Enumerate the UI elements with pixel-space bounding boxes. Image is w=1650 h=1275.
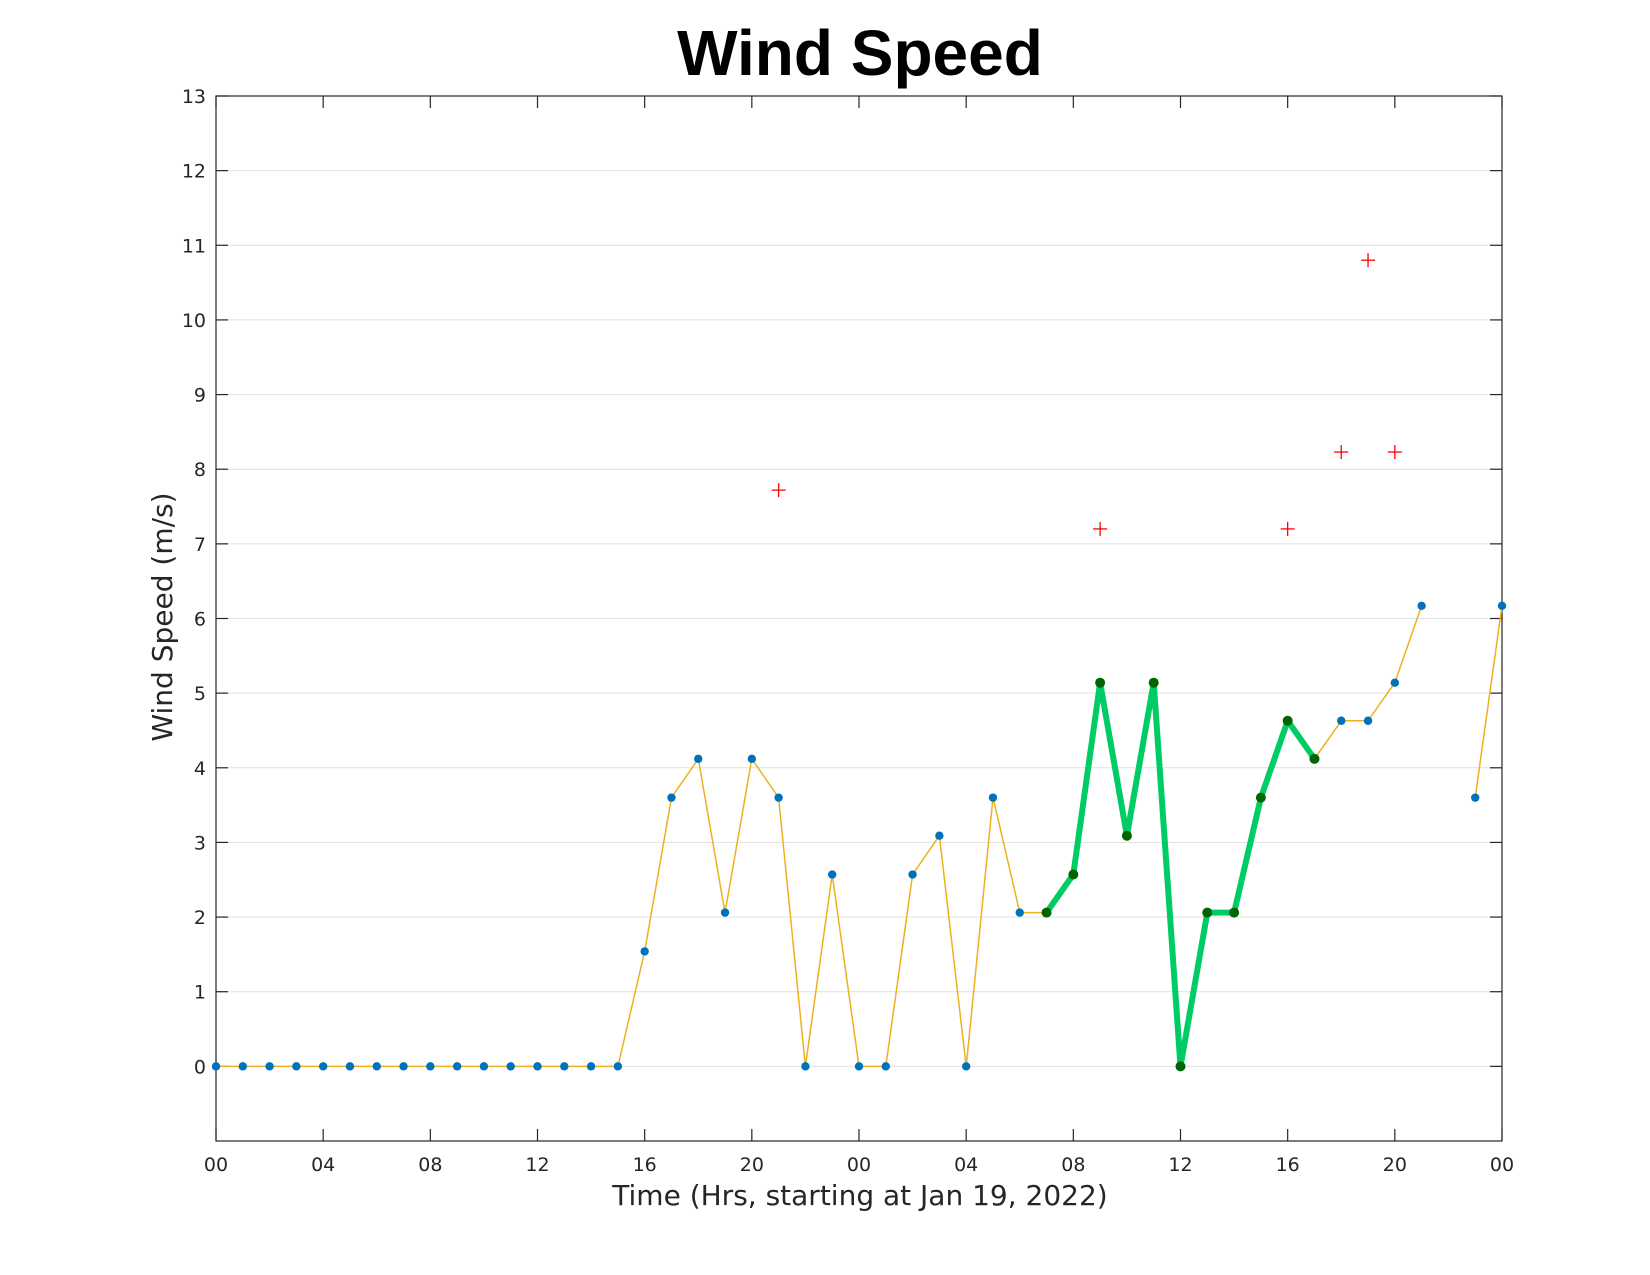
x-tick-label: 16 [633, 1154, 657, 1176]
x-tick-label: 12 [1168, 1154, 1192, 1176]
data-point [1363, 716, 1373, 725]
highlight-line [1043, 679, 1318, 1070]
y-tick-label: 11 [182, 235, 206, 257]
y-tick-label: 3 [194, 832, 206, 854]
data-point [667, 793, 676, 802]
x-tick-label: 04 [954, 1154, 978, 1176]
y-tick-label: 13 [182, 86, 206, 108]
y-tick-label: 4 [194, 758, 206, 780]
data-point [935, 831, 944, 840]
highlight-point [1309, 753, 1320, 764]
gust-marker [1334, 445, 1349, 460]
data-point [479, 1062, 489, 1071]
data-point [801, 1062, 810, 1071]
data-point [854, 1062, 864, 1071]
data-point [694, 754, 703, 764]
y-tick-label: 6 [194, 609, 206, 631]
y-tick-label: 8 [194, 459, 206, 481]
data-point [1497, 601, 1507, 611]
y-tick-label: 5 [194, 683, 206, 705]
data-point [399, 1062, 408, 1071]
x-tick-label: 00 [1490, 1154, 1514, 1176]
y-tick-label: 12 [182, 161, 206, 183]
highlight-point [1255, 792, 1266, 803]
data-point [1337, 716, 1346, 725]
data-point [1390, 678, 1400, 687]
wind-speed-line [216, 605, 1423, 1068]
gust-marker [1387, 445, 1402, 460]
x-tick-label: 08 [418, 1154, 442, 1176]
highlight-point [1282, 715, 1293, 726]
data-point [586, 1062, 596, 1071]
x-axis-label: Time (Hrs, starting at Jan 19, 2022) [611, 1179, 1107, 1212]
highlight-point [1202, 907, 1213, 918]
data-point [961, 1062, 971, 1071]
y-tick-label: 1 [194, 982, 206, 1004]
y-tick-label: 0 [194, 1056, 206, 1078]
x-tick-label: 00 [204, 1154, 228, 1176]
data-point [265, 1062, 274, 1071]
y-tick-label: 10 [182, 310, 206, 332]
highlight-point [1148, 677, 1159, 688]
x-axis-ticks: 00 04 08 12 16 20 00 04 08 12 16 20 00 [204, 96, 1514, 1176]
x-tick-label: 16 [1276, 1154, 1300, 1176]
wind-speed-line [1474, 605, 1503, 798]
data-point [426, 1062, 435, 1071]
highlight-point [1175, 1061, 1186, 1072]
highlight-point [1041, 907, 1052, 918]
plot-series [211, 253, 1507, 1072]
data-point [506, 1062, 515, 1071]
gust-marker [1361, 253, 1376, 268]
x-tick-label: 08 [1061, 1154, 1085, 1176]
gust-marker [1093, 521, 1108, 536]
data-point [988, 793, 998, 802]
data-point [292, 1062, 301, 1071]
x-tick-label: 12 [525, 1154, 549, 1176]
highlight-point [1121, 830, 1132, 841]
gust-marker [1280, 521, 1295, 536]
data-point [1015, 908, 1024, 917]
data-point [318, 1062, 328, 1071]
highlight-point [1229, 907, 1240, 918]
y-tick-label: 7 [194, 534, 206, 556]
x-tick-label: 04 [311, 1154, 335, 1176]
y-axis-label: Wind Speed (m/s) [146, 492, 179, 741]
data-point [1471, 793, 1480, 802]
data-point [211, 1062, 221, 1071]
data-point [774, 793, 783, 802]
y-gridlines [216, 95, 1502, 1067]
x-tick-label: 00 [847, 1154, 871, 1176]
x-tick-label: 20 [740, 1154, 764, 1176]
y-tick-label: 9 [194, 385, 206, 407]
data-point [560, 1062, 569, 1071]
data-point [613, 1062, 623, 1071]
gust-marker [771, 483, 786, 498]
data-point [908, 870, 917, 879]
y-tick-label: 2 [194, 907, 206, 929]
x-tick-label: 20 [1383, 1154, 1407, 1176]
data-point [881, 1062, 890, 1071]
highlight-point [1095, 677, 1106, 688]
data-point [238, 1062, 247, 1071]
data-point [720, 908, 730, 917]
data-point [747, 754, 757, 764]
highlight-point [1068, 869, 1079, 880]
data-point [1417, 601, 1426, 611]
chart-title: Wind Speed [677, 17, 1043, 89]
data-point [345, 1062, 355, 1071]
data-point [828, 870, 837, 879]
data-point [640, 947, 649, 956]
data-point [452, 1062, 462, 1071]
data-point [533, 1062, 542, 1071]
data-point [372, 1062, 381, 1071]
